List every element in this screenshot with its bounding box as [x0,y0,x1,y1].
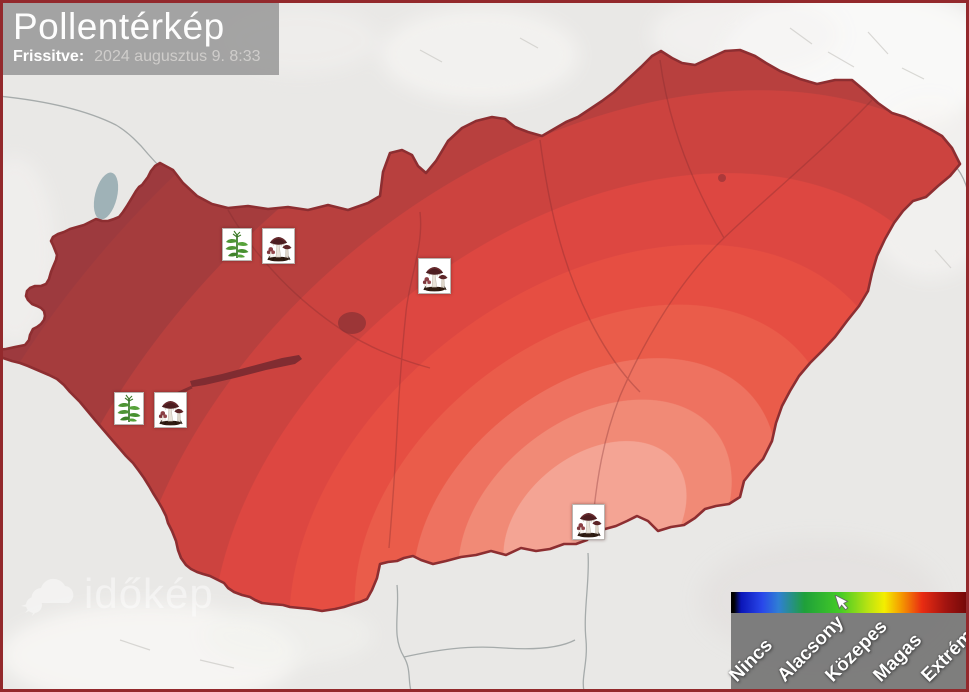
lake-balaton [190,355,302,387]
title-panel: Pollentérkép Frissitve: 2024 augusztus 9.… [3,3,279,75]
mushroom-spore-marker [262,228,295,264]
mushroom-icon [158,401,184,426]
country-interior-details [171,59,873,549]
mushroom-spore-marker [572,504,605,540]
mushroom-spore-marker [418,258,451,294]
mushroom-icon [422,267,448,292]
legend-label-extrm: Extrém [917,625,969,687]
page-title: Pollentérkép [13,6,225,47]
pollen-legend: Nincs Alacsony Közepes Magas Extrém [725,592,969,692]
updated-timestamp: 2024 augusztus 9. 8:33 [94,47,261,65]
mushroom-spore-marker [154,392,187,428]
weed-pollen-marker [222,228,252,261]
updated-label: Frissitve: [13,47,85,65]
weed-pollen-marker [114,392,144,425]
legend-label-nincs: Nincs [725,634,777,687]
mushroom-icon [576,513,602,538]
hungary-outline [0,48,962,613]
weed-plant-icon [117,394,141,422]
foreign-borders [0,95,969,692]
updated-row: Frissitve: 2024 augusztus 9. 8:33 [13,48,261,66]
legend-labels: Nincs Alacsony Közepes Magas Extrém [725,612,969,692]
legend-gradient-bar [731,592,969,613]
mushroom-icon [266,237,292,262]
weed-plant-icon [225,230,249,258]
lake-ferto [93,172,119,220]
